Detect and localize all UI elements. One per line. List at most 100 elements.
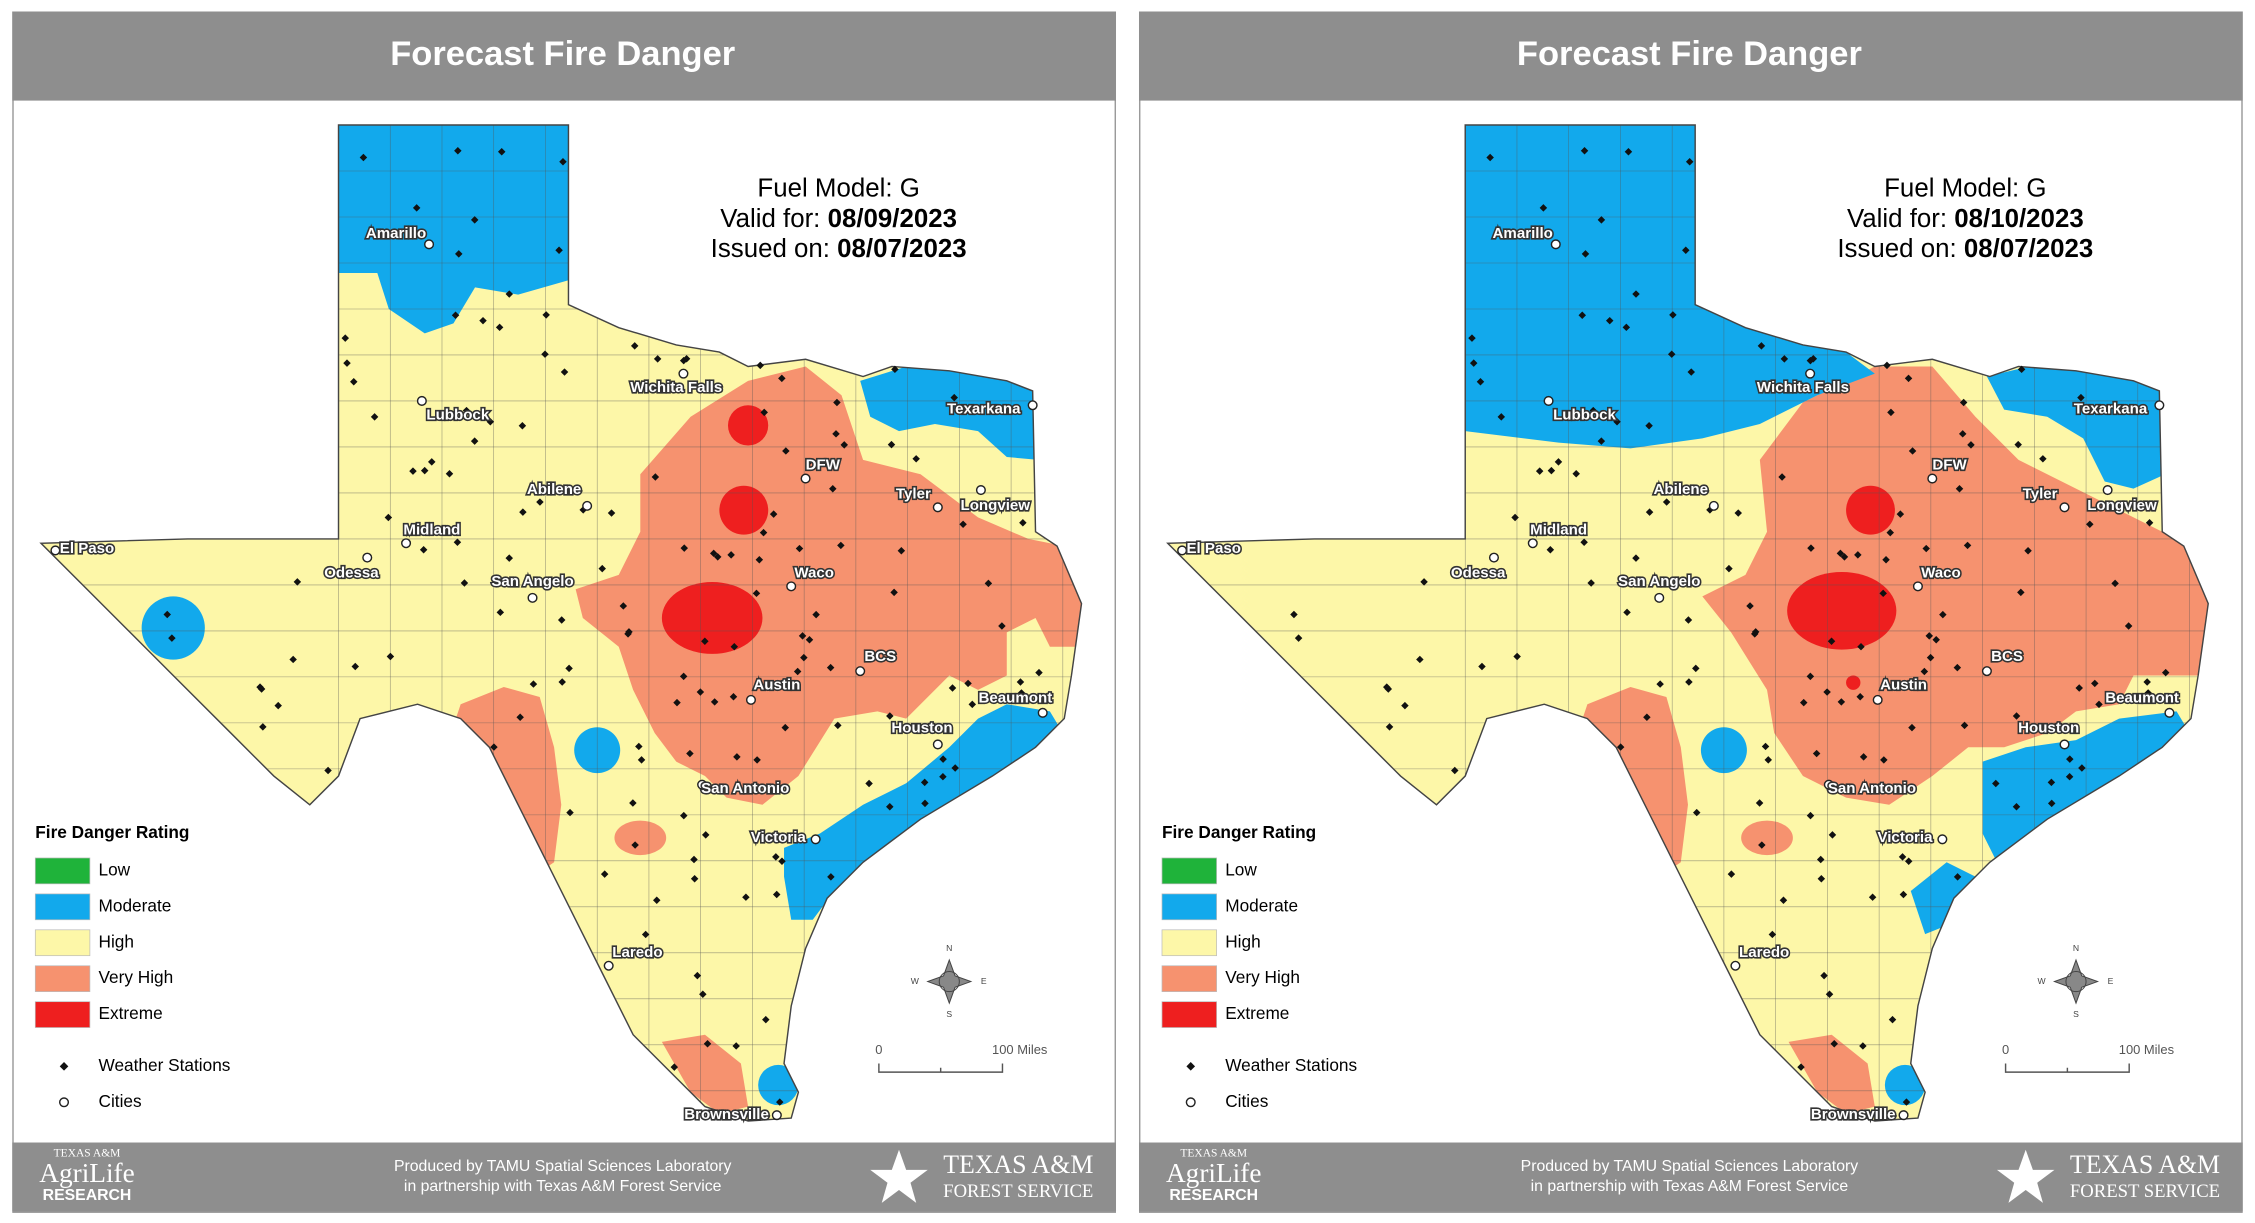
weather-station — [1840, 553, 1849, 561]
weather-station — [420, 466, 429, 475]
weather-station — [1643, 713, 1651, 722]
city-marker — [1037, 707, 1048, 718]
compass-letter: N — [946, 943, 952, 953]
weather-station — [1806, 356, 1815, 365]
weather-station — [1779, 896, 1788, 905]
weather-station — [518, 421, 527, 430]
weather-station — [1572, 470, 1580, 478]
city-label: Odessa — [1451, 564, 1506, 581]
weather-station — [2017, 365, 2026, 374]
weather-station — [631, 841, 639, 849]
compass-ring — [2065, 970, 2087, 993]
weather-station — [1960, 721, 1969, 730]
legend-label: Moderate — [99, 895, 172, 915]
forest-service-logo: TEXAS A&M — [2070, 1150, 2220, 1179]
weather-station — [759, 528, 768, 537]
weather-station — [505, 290, 514, 298]
weather-station — [1468, 334, 1476, 342]
weather-station — [1687, 368, 1695, 376]
weather-station — [1868, 893, 1877, 901]
weather-station — [557, 616, 566, 624]
city-label: Houston — [2018, 720, 2079, 737]
region-moderate — [1884, 1064, 1926, 1106]
city-label: Laredo — [1739, 944, 1789, 961]
valid-line: Valid for: 08/10/2023 — [1847, 205, 2084, 233]
region-extreme — [1846, 675, 1861, 690]
legend-swatch — [1161, 965, 1217, 992]
weather-station — [805, 635, 814, 644]
weather-station — [1899, 890, 1908, 899]
city-marker — [2102, 485, 2113, 496]
weather-station — [680, 811, 688, 820]
city-label: Brownsville — [684, 1106, 769, 1123]
weather-station — [1632, 290, 1640, 298]
city-label: Waco — [1921, 564, 1961, 581]
city-label: Texarkana — [2074, 401, 2148, 418]
weather-station — [959, 520, 967, 529]
weather-station — [1926, 653, 1935, 662]
compass-letter: S — [946, 1009, 952, 1019]
weather-station — [793, 667, 802, 676]
weather-station — [1597, 437, 1606, 445]
weather-station — [670, 1063, 679, 1071]
weather-station — [753, 756, 761, 764]
weather-station — [2012, 802, 2021, 811]
city-label: El Paso — [1186, 540, 1240, 557]
weather-station — [1888, 1015, 1897, 1024]
weather-station — [1605, 316, 1614, 325]
city-label: Laredo — [612, 944, 662, 961]
city-marker — [771, 1110, 782, 1121]
weather-station — [625, 628, 633, 636]
panel: Forecast Fire Danger Amarillo Lubbock Wichi… — [12, 11, 1117, 1213]
weather-station — [1497, 413, 1506, 421]
fuel-model: Fuel Model: G — [1884, 175, 2046, 203]
weather-station — [163, 610, 171, 619]
weather-station — [1939, 610, 1947, 619]
weather-station — [800, 653, 808, 662]
weather-station — [752, 589, 761, 598]
panel: Forecast Fire Danger Amarillo Lubbock Wichi… — [1138, 11, 2243, 1213]
weather-station — [630, 342, 639, 350]
issued-line: Issued on: 08/07/2023 — [1837, 235, 2093, 263]
city-marker — [800, 473, 811, 484]
weather-station — [1622, 323, 1631, 332]
weather-station — [1806, 672, 1815, 681]
legend-swatch — [1161, 929, 1217, 957]
city-marker — [527, 592, 538, 603]
forest-service-star — [870, 1149, 928, 1203]
weather-station — [1535, 467, 1544, 475]
weather-station — [1887, 408, 1895, 417]
weather-station — [1825, 990, 1834, 998]
weather-station — [776, 1098, 784, 1106]
city-label: Victoria — [1877, 829, 1933, 846]
city-label: Lubbock — [426, 406, 489, 423]
weather-station — [1953, 663, 1962, 672]
weather-station — [1486, 153, 1494, 162]
city-label: Austin — [753, 676, 800, 693]
region-extreme — [661, 582, 763, 654]
city-label: Abilene — [1654, 481, 1708, 498]
weather-station — [1662, 498, 1671, 506]
weather-station — [1755, 799, 1764, 807]
region-extreme — [1787, 571, 1897, 650]
city-marker — [745, 694, 757, 705]
city-marker — [810, 834, 821, 845]
scale-bar — [878, 1063, 1004, 1073]
city-marker — [1912, 581, 1923, 592]
region-extreme — [727, 405, 769, 446]
weather-station — [1546, 546, 1555, 554]
weather-station — [1469, 359, 1478, 367]
legend-label: Very High — [99, 967, 174, 987]
weather-station — [772, 853, 780, 861]
compass-letter: E — [2108, 976, 2114, 986]
legend-swatch — [1161, 893, 1217, 921]
city-label: Texarkana — [947, 401, 1021, 418]
city-marker — [697, 779, 708, 790]
forest-service-logo: FOREST SERVICE — [943, 1181, 1093, 1202]
legend-swatch — [1161, 1001, 1217, 1028]
legend-swatch — [34, 893, 91, 921]
weather-station — [1925, 632, 1933, 640]
weather-station — [505, 554, 513, 562]
weather-station — [2017, 588, 2025, 597]
issued-date: 08/07/2023 — [837, 235, 966, 263]
